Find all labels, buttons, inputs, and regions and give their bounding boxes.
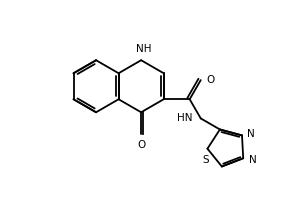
Text: O: O	[137, 140, 145, 150]
Text: S: S	[202, 155, 209, 165]
Text: HN: HN	[177, 113, 193, 123]
Text: N: N	[247, 129, 255, 139]
Text: NH: NH	[136, 44, 151, 54]
Text: N: N	[248, 155, 256, 165]
Text: O: O	[206, 75, 214, 85]
